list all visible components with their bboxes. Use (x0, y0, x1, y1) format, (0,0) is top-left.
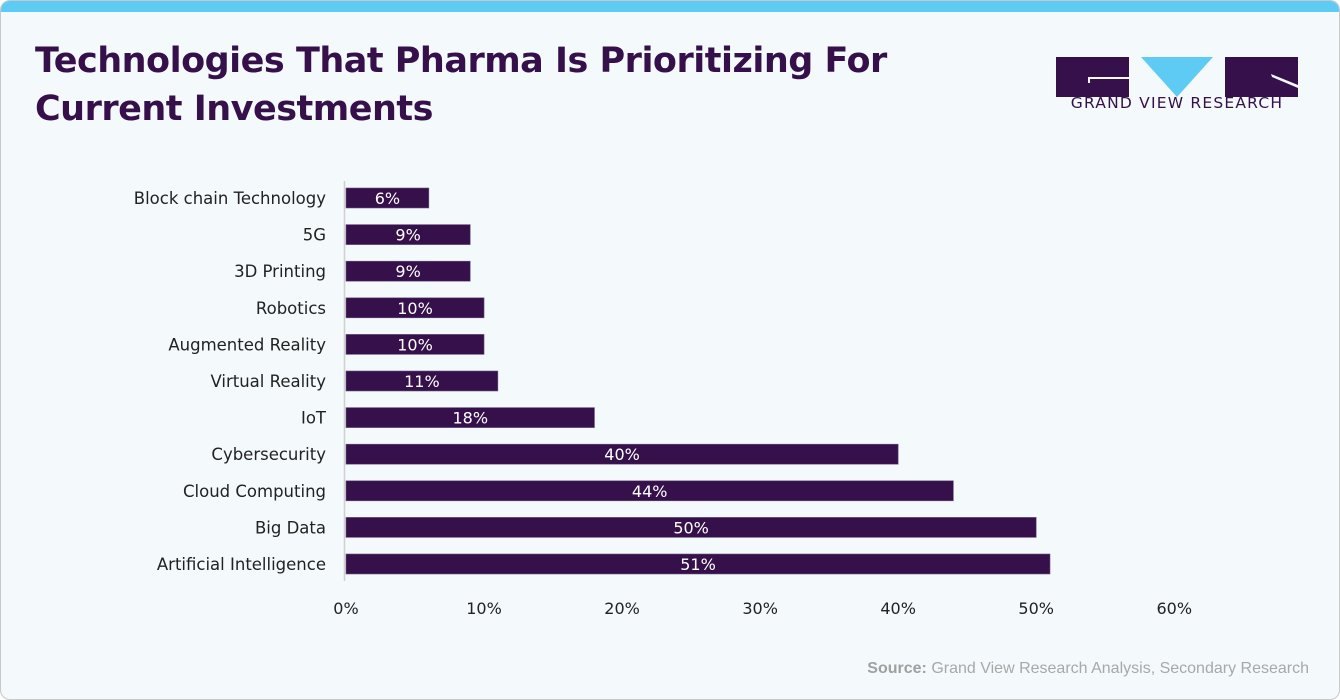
data-label: 51% (680, 555, 716, 574)
x-tick-label: 10% (466, 599, 502, 618)
data-label: 9% (395, 226, 420, 245)
category-label: 3D Printing (234, 262, 326, 281)
category-label: Artificial Intelligence (157, 555, 326, 574)
category-label: Virtual Reality (210, 372, 326, 391)
logo-r-block (1225, 57, 1298, 97)
category-label: 5G (303, 226, 326, 245)
bar (345, 187, 430, 209)
category-label: Cybersecurity (211, 445, 326, 464)
bar (345, 224, 471, 245)
bar (345, 370, 499, 392)
bar (345, 553, 1051, 575)
chart-title-line-2: Current Investments (35, 89, 433, 129)
category-label: Augmented Reality (168, 335, 326, 354)
bar (345, 297, 485, 319)
data-label: 44% (632, 482, 668, 501)
x-tick-label: 50% (1018, 599, 1054, 618)
source-note: Source: Grand View Research Analysis, Se… (867, 660, 1309, 678)
bar (345, 480, 954, 502)
bar (345, 334, 485, 355)
top-accent-bar (1, 1, 1339, 12)
source-text: Grand View Research Analysis, Secondary … (926, 660, 1309, 677)
data-label: 18% (452, 409, 488, 428)
category-label: IoT (301, 409, 327, 428)
data-label: 50% (673, 518, 709, 537)
bar (345, 407, 595, 428)
bar (345, 517, 1037, 538)
source-label: Source: (867, 660, 927, 677)
category-label: Block chain Technology (134, 189, 326, 208)
data-label: 11% (404, 372, 440, 391)
data-label: 6% (375, 189, 400, 208)
category-label: Big Data (255, 518, 326, 537)
x-tick-label: 20% (604, 599, 640, 618)
grand-view-research-logo-icon (1056, 57, 1298, 97)
x-tick-label: 0% (333, 599, 358, 618)
category-label: Robotics (256, 299, 326, 318)
logo-r-notch (1271, 74, 1298, 88)
chart-title-line-1: Technologies That Pharma Is Prioritizing… (35, 41, 887, 81)
category-label: Cloud Computing (183, 482, 326, 501)
bar (345, 443, 899, 465)
logo-g-block (1056, 57, 1129, 97)
x-tick-label: 60% (1156, 599, 1192, 618)
data-label: 10% (397, 299, 433, 318)
data-label: 9% (395, 262, 420, 281)
x-tick-label: 30% (742, 599, 778, 618)
data-label: 40% (604, 445, 640, 464)
x-tick-label: 40% (880, 599, 916, 618)
logo-v-triangle (1141, 57, 1213, 97)
logo-text: GRAND VIEW RESEARCH (1070, 94, 1284, 112)
data-label: 10% (397, 335, 433, 354)
bar (345, 260, 471, 282)
chart-title: Technologies That Pharma Is Prioritizing… (35, 37, 995, 133)
